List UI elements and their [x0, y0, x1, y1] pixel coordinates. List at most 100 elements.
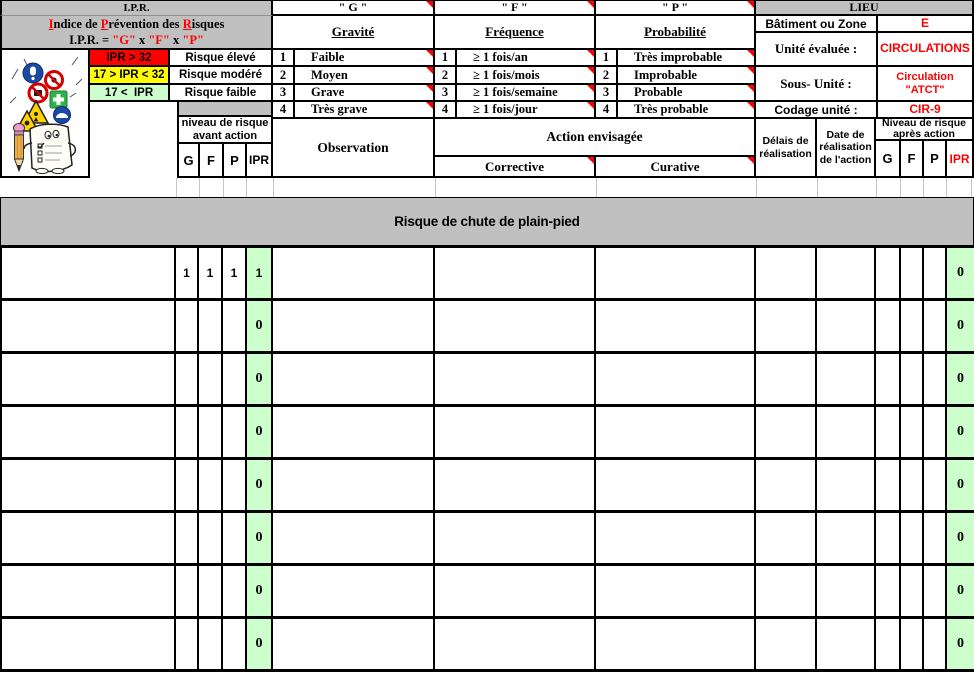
cell-delais[interactable]: [756, 248, 817, 301]
cell-p-after[interactable]: [924, 566, 947, 619]
cell-p-after[interactable]: [924, 248, 947, 301]
cell-corrective[interactable]: [435, 301, 596, 354]
cell-delais[interactable]: [756, 566, 817, 619]
cell-f-after[interactable]: [901, 619, 924, 672]
cell-corrective[interactable]: [435, 248, 596, 301]
cell-risk-label[interactable]: [0, 566, 176, 619]
cell-f-before[interactable]: [199, 301, 223, 354]
cell-curative[interactable]: [596, 513, 756, 566]
cell-ipr-after[interactable]: 0: [947, 513, 974, 566]
cell-observation[interactable]: [273, 619, 435, 672]
cell-curative[interactable]: [596, 460, 756, 513]
cell-curative[interactable]: [596, 619, 756, 672]
cell-g-after[interactable]: [876, 301, 901, 354]
lieu-value[interactable]: Circulation "ATCT": [878, 67, 974, 102]
cell-p-after[interactable]: [924, 513, 947, 566]
cell-p-after[interactable]: [924, 619, 947, 672]
cell-corrective[interactable]: [435, 513, 596, 566]
cell-ipr-before[interactable]: 0: [247, 619, 273, 672]
cell-corrective[interactable]: [435, 354, 596, 407]
cell-g-before[interactable]: [176, 619, 199, 672]
cell-ipr-before[interactable]: 0: [247, 301, 273, 354]
cell-date[interactable]: [817, 619, 876, 672]
cell-f-after[interactable]: [901, 566, 924, 619]
cell-g-after[interactable]: [876, 566, 901, 619]
cell-p-before[interactable]: [223, 619, 247, 672]
cell-risk-label[interactable]: [0, 513, 176, 566]
cell-g-before[interactable]: [176, 354, 199, 407]
cell-curative[interactable]: [596, 301, 756, 354]
cell-ipr-before[interactable]: 0: [247, 460, 273, 513]
cell-ipr-before[interactable]: 0: [247, 513, 273, 566]
cell-date[interactable]: [817, 566, 876, 619]
cell-observation[interactable]: [273, 301, 435, 354]
cell-f-after[interactable]: [901, 407, 924, 460]
cell-ipr-after[interactable]: 0: [947, 354, 974, 407]
cell-delais[interactable]: [756, 301, 817, 354]
cell-p-before[interactable]: [223, 460, 247, 513]
cell-p-before[interactable]: [223, 301, 247, 354]
cell-risk-label[interactable]: [0, 460, 176, 513]
cell-f-after[interactable]: [901, 248, 924, 301]
cell-g-before[interactable]: [176, 566, 199, 619]
cell-f-before[interactable]: [199, 619, 223, 672]
cell-risk-label[interactable]: [0, 301, 176, 354]
cell-f-after[interactable]: [901, 513, 924, 566]
cell-f-after[interactable]: [901, 354, 924, 407]
cell-ipr-after[interactable]: 0: [947, 566, 974, 619]
lieu-value[interactable]: CIR-9: [878, 102, 974, 119]
cell-ipr-after[interactable]: 0: [947, 301, 974, 354]
cell-f-before[interactable]: [199, 407, 223, 460]
cell-curative[interactable]: [596, 407, 756, 460]
cell-date[interactable]: [817, 248, 876, 301]
cell-delais[interactable]: [756, 407, 817, 460]
lieu-value[interactable]: E: [878, 16, 974, 33]
cell-corrective[interactable]: [435, 407, 596, 460]
cell-g-after[interactable]: [876, 248, 901, 301]
cell-g-before[interactable]: [176, 407, 199, 460]
cell-delais[interactable]: [756, 354, 817, 407]
cell-delais[interactable]: [756, 513, 817, 566]
cell-delais[interactable]: [756, 619, 817, 672]
cell-date[interactable]: [817, 460, 876, 513]
cell-g-after[interactable]: [876, 619, 901, 672]
cell-ipr-before[interactable]: 0: [247, 566, 273, 619]
cell-g-before[interactable]: [176, 460, 199, 513]
cell-observation[interactable]: [273, 513, 435, 566]
cell-ipr-after[interactable]: 0: [947, 248, 974, 301]
cell-observation[interactable]: [273, 460, 435, 513]
cell-f-after[interactable]: [901, 301, 924, 354]
cell-risk-label[interactable]: [0, 407, 176, 460]
cell-ipr-after[interactable]: 0: [947, 619, 974, 672]
cell-p-before[interactable]: [223, 566, 247, 619]
cell-observation[interactable]: [273, 407, 435, 460]
cell-date[interactable]: [817, 407, 876, 460]
cell-p-after[interactable]: [924, 354, 947, 407]
cell-p-before[interactable]: 1: [223, 248, 247, 301]
cell-risk-label[interactable]: [0, 619, 176, 672]
cell-f-before[interactable]: [199, 513, 223, 566]
cell-observation[interactable]: [273, 248, 435, 301]
cell-g-before[interactable]: [176, 301, 199, 354]
cell-curative[interactable]: [596, 248, 756, 301]
cell-delais[interactable]: [756, 460, 817, 513]
cell-risk-label[interactable]: [0, 248, 176, 301]
cell-observation[interactable]: [273, 354, 435, 407]
cell-date[interactable]: [817, 513, 876, 566]
cell-curative[interactable]: [596, 354, 756, 407]
cell-corrective[interactable]: [435, 619, 596, 672]
cell-ipr-before[interactable]: 0: [247, 407, 273, 460]
cell-f-before[interactable]: [199, 354, 223, 407]
cell-g-after[interactable]: [876, 513, 901, 566]
cell-ipr-before[interactable]: 1: [247, 248, 273, 301]
cell-corrective[interactable]: [435, 460, 596, 513]
cell-p-after[interactable]: [924, 460, 947, 513]
cell-p-before[interactable]: [223, 513, 247, 566]
cell-ipr-after[interactable]: 0: [947, 460, 974, 513]
cell-g-before[interactable]: [176, 513, 199, 566]
cell-p-before[interactable]: [223, 354, 247, 407]
cell-f-before[interactable]: [199, 566, 223, 619]
cell-p-after[interactable]: [924, 301, 947, 354]
cell-f-before[interactable]: 1: [199, 248, 223, 301]
cell-g-before[interactable]: 1: [176, 248, 199, 301]
